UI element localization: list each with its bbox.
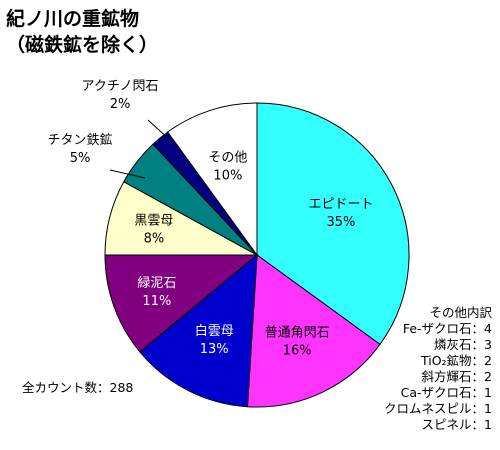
slice-value-2: 13% — [200, 342, 229, 357]
other-breakdown-item: Ca-ザクロ石：1 — [400, 385, 492, 400]
leader-line-6 — [147, 119, 171, 141]
slice-value-0: 35% — [327, 215, 356, 230]
slice-label-3: 緑泥石 — [137, 276, 176, 291]
slice-label-2: 白雲母 — [195, 323, 234, 339]
other-breakdown-item: クロムネスピル：1 — [384, 401, 492, 416]
chart-title-line-2: （磁鉄鉱を除く） — [6, 34, 159, 56]
total-count: 全カウント数：288 — [22, 380, 134, 395]
chart-title-line-1: 紀ノ川の重鉱物 — [6, 8, 140, 30]
pie-slice-0 — [256, 102, 410, 346]
slice-label-5: チタン鉄鉱 — [47, 132, 112, 148]
other-breakdown: その他内訳 Fe-ザクロ石：4 燐灰石：3 TiO₂鉱物：2 斜方輝石：2 Ca-ザクロ… — [384, 305, 492, 433]
other-breakdown-item: 燐灰石：3 — [434, 337, 492, 352]
slice-value-1: 16% — [283, 343, 312, 358]
slice-value-4: 8% — [144, 232, 165, 247]
slice-value-6: 2% — [110, 97, 131, 112]
slice-label-6: アクチノ閃石 — [82, 79, 159, 94]
slice-label-1: 普通角閃石 — [265, 325, 330, 340]
other-breakdown-item: Fe-ザクロ石：4 — [402, 321, 492, 336]
slice-label-7: その他 — [208, 150, 247, 165]
other-breakdown-title: その他内訳 — [429, 305, 492, 320]
pie-slice-3 — [104, 254, 259, 353]
pie-slice-1 — [246, 254, 381, 408]
slice-value-5: 5% — [70, 151, 91, 166]
other-breakdown-item: TiO₂鉱物：2 — [420, 353, 492, 368]
slice-label-4: 黒雲母 — [134, 214, 173, 229]
leader-line-5 — [109, 169, 146, 179]
other-breakdown-item: スピネル：1 — [421, 417, 492, 432]
pie-slice-2 — [139, 253, 258, 408]
slice-value-3: 11% — [142, 294, 171, 309]
other-breakdown-item: 斜方輝石：2 — [421, 369, 492, 384]
slice-value-7: 10% — [213, 168, 242, 183]
slice-label-0: エピドート — [308, 197, 373, 212]
pie-slice-7 — [166, 102, 258, 257]
